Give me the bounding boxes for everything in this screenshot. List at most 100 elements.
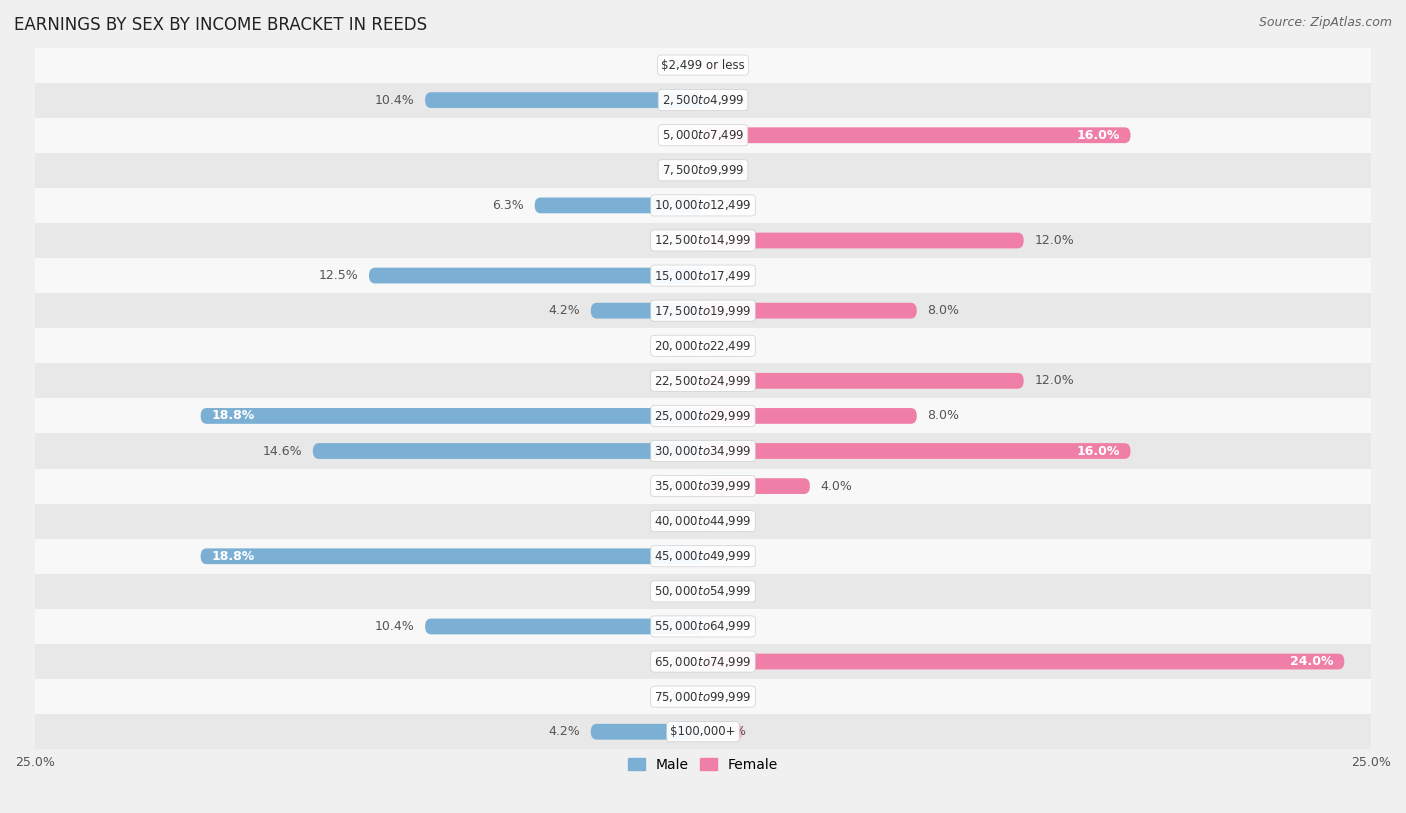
Text: 12.0%: 12.0%: [1035, 234, 1074, 247]
Bar: [35, 258, 1371, 293]
Bar: [35, 47, 1371, 83]
Text: 0.0%: 0.0%: [661, 339, 692, 352]
Text: 0.0%: 0.0%: [661, 128, 692, 141]
Text: 0.0%: 0.0%: [714, 585, 745, 598]
Bar: [35, 468, 1371, 503]
FancyBboxPatch shape: [662, 620, 703, 633]
Bar: [35, 398, 1371, 433]
Text: $10,000 to $12,499: $10,000 to $12,499: [654, 198, 752, 212]
Text: EARNINGS BY SEX BY INCOME BRACKET IN REEDS: EARNINGS BY SEX BY INCOME BRACKET IN REE…: [14, 16, 427, 34]
FancyBboxPatch shape: [703, 302, 917, 319]
FancyBboxPatch shape: [703, 339, 744, 353]
Bar: [35, 539, 1371, 574]
FancyBboxPatch shape: [201, 408, 703, 424]
FancyBboxPatch shape: [703, 374, 744, 388]
Text: $50,000 to $54,999: $50,000 to $54,999: [654, 585, 752, 598]
Text: 24.0%: 24.0%: [1291, 655, 1334, 668]
Text: $2,500 to $4,999: $2,500 to $4,999: [662, 93, 744, 107]
FancyBboxPatch shape: [703, 689, 744, 704]
Text: $55,000 to $64,999: $55,000 to $64,999: [654, 620, 752, 633]
Text: 0.0%: 0.0%: [714, 93, 745, 107]
Bar: [35, 83, 1371, 118]
Text: 0.0%: 0.0%: [714, 199, 745, 212]
FancyBboxPatch shape: [425, 619, 703, 634]
FancyBboxPatch shape: [662, 514, 703, 528]
FancyBboxPatch shape: [662, 479, 703, 493]
FancyBboxPatch shape: [703, 620, 744, 633]
Text: 0.0%: 0.0%: [714, 59, 745, 72]
Text: $12,500 to $14,999: $12,500 to $14,999: [654, 233, 752, 247]
FancyBboxPatch shape: [662, 339, 703, 353]
FancyBboxPatch shape: [662, 549, 703, 563]
Text: $45,000 to $49,999: $45,000 to $49,999: [654, 550, 752, 563]
Text: 10.4%: 10.4%: [374, 620, 415, 633]
FancyBboxPatch shape: [703, 549, 744, 563]
FancyBboxPatch shape: [662, 303, 703, 318]
Bar: [35, 503, 1371, 539]
Text: $22,500 to $24,999: $22,500 to $24,999: [654, 374, 752, 388]
Text: 0.0%: 0.0%: [661, 234, 692, 247]
FancyBboxPatch shape: [703, 128, 744, 142]
Bar: [35, 223, 1371, 258]
FancyBboxPatch shape: [703, 514, 744, 528]
FancyBboxPatch shape: [662, 233, 703, 248]
FancyBboxPatch shape: [703, 233, 1024, 249]
Bar: [35, 433, 1371, 468]
Text: 4.2%: 4.2%: [548, 725, 581, 738]
FancyBboxPatch shape: [703, 478, 810, 494]
FancyBboxPatch shape: [703, 479, 744, 493]
Text: $30,000 to $34,999: $30,000 to $34,999: [654, 444, 752, 458]
Text: 0.0%: 0.0%: [714, 725, 745, 738]
FancyBboxPatch shape: [662, 724, 703, 739]
FancyBboxPatch shape: [703, 443, 1130, 459]
FancyBboxPatch shape: [703, 198, 744, 212]
Text: 0.0%: 0.0%: [714, 620, 745, 633]
Text: 6.3%: 6.3%: [492, 199, 524, 212]
FancyBboxPatch shape: [703, 654, 744, 668]
Text: $2,499 or less: $2,499 or less: [661, 59, 745, 72]
FancyBboxPatch shape: [703, 233, 744, 248]
Text: 8.0%: 8.0%: [928, 304, 959, 317]
FancyBboxPatch shape: [662, 163, 703, 177]
Text: 0.0%: 0.0%: [661, 480, 692, 493]
FancyBboxPatch shape: [591, 724, 703, 740]
FancyBboxPatch shape: [425, 92, 703, 108]
Text: 0.0%: 0.0%: [661, 585, 692, 598]
Text: 10.4%: 10.4%: [374, 93, 415, 107]
Text: 4.0%: 4.0%: [821, 480, 852, 493]
Bar: [35, 679, 1371, 714]
FancyBboxPatch shape: [662, 268, 703, 283]
FancyBboxPatch shape: [703, 268, 744, 283]
FancyBboxPatch shape: [662, 409, 703, 423]
Bar: [35, 609, 1371, 644]
Text: $35,000 to $39,999: $35,000 to $39,999: [654, 479, 752, 493]
Text: 0.0%: 0.0%: [714, 269, 745, 282]
FancyBboxPatch shape: [703, 128, 1130, 143]
FancyBboxPatch shape: [703, 373, 1024, 389]
Bar: [35, 363, 1371, 398]
FancyBboxPatch shape: [703, 58, 744, 72]
FancyBboxPatch shape: [703, 303, 744, 318]
FancyBboxPatch shape: [662, 93, 703, 107]
Text: 12.5%: 12.5%: [319, 269, 359, 282]
FancyBboxPatch shape: [591, 302, 703, 319]
Text: 18.8%: 18.8%: [211, 550, 254, 563]
Text: $65,000 to $74,999: $65,000 to $74,999: [654, 654, 752, 668]
FancyBboxPatch shape: [662, 654, 703, 668]
FancyBboxPatch shape: [703, 93, 744, 107]
Bar: [35, 574, 1371, 609]
FancyBboxPatch shape: [662, 198, 703, 212]
Legend: Male, Female: Male, Female: [623, 752, 783, 777]
Bar: [35, 644, 1371, 679]
Text: 0.0%: 0.0%: [661, 59, 692, 72]
Text: $5,000 to $7,499: $5,000 to $7,499: [662, 128, 744, 142]
Text: 4.2%: 4.2%: [548, 304, 581, 317]
Text: 0.0%: 0.0%: [661, 374, 692, 387]
Text: 16.0%: 16.0%: [1077, 128, 1119, 141]
Text: $17,500 to $19,999: $17,500 to $19,999: [654, 304, 752, 318]
FancyBboxPatch shape: [368, 267, 703, 284]
Bar: [35, 118, 1371, 153]
Bar: [35, 188, 1371, 223]
FancyBboxPatch shape: [703, 444, 744, 458]
FancyBboxPatch shape: [201, 549, 703, 564]
